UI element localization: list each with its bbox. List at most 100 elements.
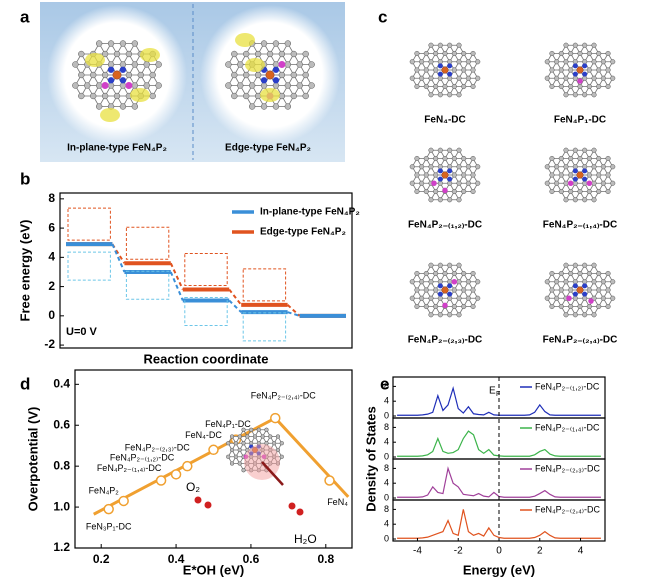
atom <box>549 155 555 162</box>
p-atom <box>431 180 437 186</box>
point-label: FeN₄-DC <box>185 430 222 440</box>
atom <box>442 83 448 90</box>
atom <box>308 82 315 89</box>
atom <box>137 71 144 79</box>
fe-atom <box>265 70 275 80</box>
atom <box>428 279 434 285</box>
structure-label: FeN₄P₂₋₍₂,₄₎-DC <box>543 335 618 346</box>
atom <box>586 50 592 57</box>
atom <box>256 427 261 432</box>
atom <box>437 312 443 318</box>
atom <box>605 287 611 293</box>
y-tick-label: 4 <box>384 519 389 529</box>
atom <box>260 434 265 439</box>
atom <box>107 61 115 68</box>
atom <box>461 83 467 90</box>
atom <box>475 279 481 285</box>
x-tick-label: -2 <box>454 546 463 557</box>
atom <box>549 83 555 90</box>
atom <box>591 279 597 285</box>
atom <box>143 82 150 89</box>
atom <box>600 180 606 186</box>
atom <box>568 155 574 162</box>
atom <box>125 50 133 58</box>
atom <box>563 180 569 186</box>
atom <box>95 103 103 110</box>
atom <box>226 441 231 446</box>
arrow <box>261 461 284 486</box>
charge-density <box>235 33 255 47</box>
atom <box>268 434 273 439</box>
atom <box>470 67 476 73</box>
atom <box>278 71 286 79</box>
data-point <box>103 503 114 515</box>
atom <box>433 188 439 195</box>
y-tick-label: 8 <box>384 422 389 432</box>
atom <box>456 295 462 301</box>
n-atom <box>447 283 453 289</box>
n-atom <box>447 291 453 297</box>
atom <box>572 279 578 285</box>
atom <box>428 164 434 170</box>
atom <box>554 295 560 301</box>
atom <box>125 71 133 79</box>
structure-label: FeN₄P₂₋₍₂,₃₎-DC <box>408 335 483 346</box>
atom <box>252 434 258 439</box>
atom <box>456 147 462 153</box>
atom <box>414 155 420 162</box>
atom <box>470 172 476 178</box>
legend-label: FeN₄P₂₋₍₁,₄₎-DC <box>535 422 600 432</box>
atom <box>456 312 462 318</box>
x-tick-label: 0.4 <box>168 552 185 566</box>
inset-box <box>242 312 287 342</box>
atom <box>605 83 611 90</box>
atom <box>447 197 453 203</box>
atom <box>260 82 268 89</box>
atom <box>428 59 434 65</box>
atom <box>563 197 569 203</box>
atom <box>582 295 588 301</box>
y-tick-label: 0.8 <box>53 458 70 472</box>
atom <box>558 303 564 310</box>
atom <box>143 61 150 68</box>
atom <box>558 188 564 195</box>
atom <box>568 50 574 57</box>
inset-box <box>67 207 111 241</box>
atom <box>231 71 238 79</box>
atom <box>419 180 425 186</box>
atom <box>428 197 434 203</box>
y-tick-label: 0 <box>384 410 389 420</box>
atom <box>231 50 238 58</box>
atom <box>428 295 434 301</box>
connector <box>286 304 301 317</box>
atom <box>572 312 578 318</box>
atom <box>419 164 425 170</box>
y-tick-label: 0.6 <box>53 417 70 431</box>
atom <box>600 75 606 81</box>
atom <box>572 147 578 153</box>
panel-label: a <box>20 7 30 26</box>
atom <box>461 155 467 162</box>
atom <box>549 50 555 57</box>
atom <box>447 75 453 81</box>
y-tick-label: 8 <box>48 191 55 205</box>
atom <box>447 262 453 268</box>
atom <box>451 188 457 195</box>
atom <box>563 164 569 170</box>
atom <box>409 164 415 170</box>
atom <box>290 50 297 58</box>
point-label: FeN₄P₁-DC <box>205 419 251 429</box>
atom <box>278 50 286 58</box>
inset-box <box>242 268 287 302</box>
atom <box>248 82 256 89</box>
atom <box>465 279 471 285</box>
atom <box>586 172 592 178</box>
point-label: FeN₄P₂₋₍₂,₃₎-DC <box>125 443 191 453</box>
atom <box>409 59 415 65</box>
atom <box>447 295 453 301</box>
n-atom <box>272 66 280 73</box>
atom <box>605 188 611 195</box>
atom <box>254 71 262 79</box>
point-label: FeN₄P₂ <box>89 485 120 495</box>
atom <box>568 303 574 310</box>
